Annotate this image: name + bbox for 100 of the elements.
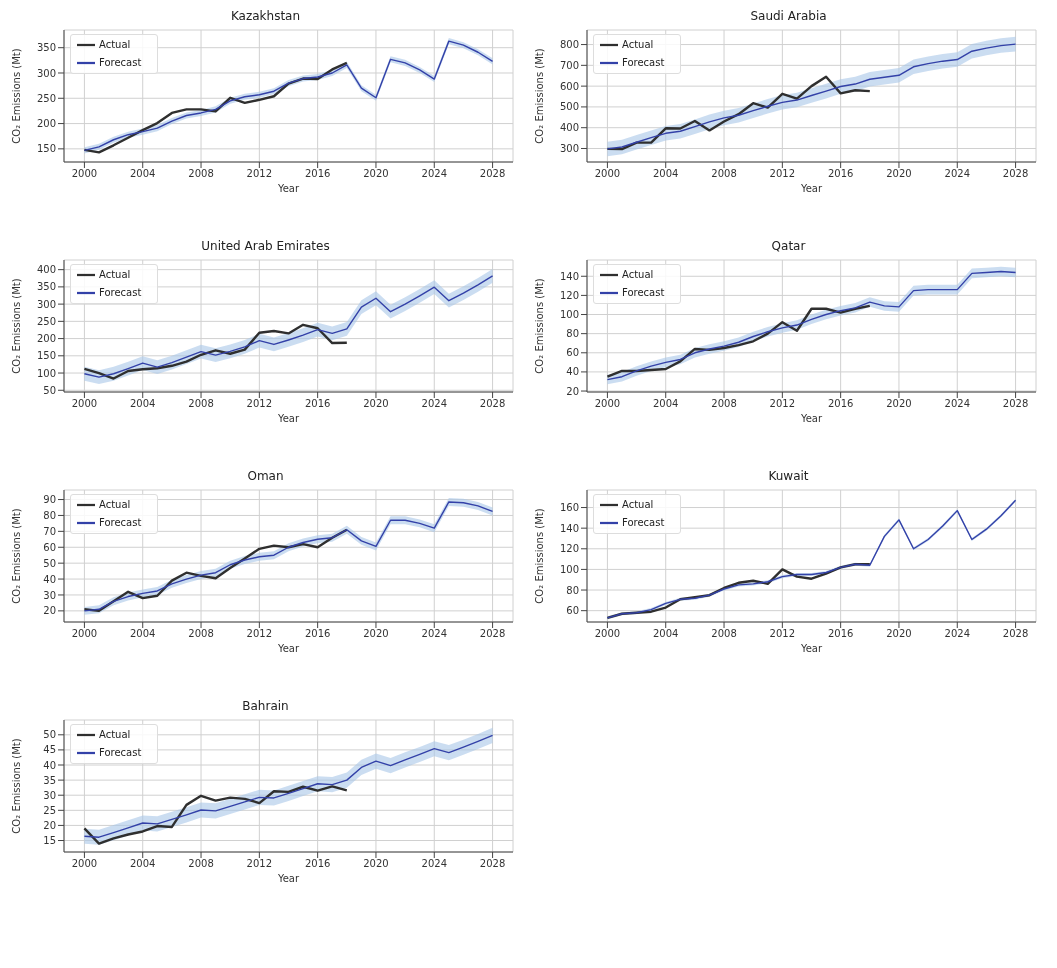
y-tick-label: 30 [43,789,56,801]
x-tick-label: 2016 [304,168,331,180]
legend-label: Forecast [99,287,142,298]
legend-label: Actual [99,269,131,280]
y-tick-label: 20 [43,605,56,617]
y-axis-title: CO₂ Emissions (Mt) [533,508,545,604]
y-axis-title: CO₂ Emissions (Mt) [533,48,545,144]
y-tick-label: 300 [36,298,56,310]
line-series [606,563,872,620]
y-tick-label: 80 [566,584,579,596]
x-tick-label: 2024 [421,398,448,410]
x-tick-label: 2008 [188,858,214,870]
x-axis-title: Year [276,643,300,654]
y-tick-label: 40 [43,759,56,771]
x-tick-label: 2016 [304,628,331,640]
y-tick-label: 300 [36,67,56,79]
x-tick-label: 2028 [479,168,506,180]
x-tick-label: 2024 [421,628,448,640]
y-tick-label: 80 [566,328,579,340]
y-tick-label: 100 [559,563,579,575]
x-tick-label: 2016 [304,398,331,410]
x-tick-label: 2004 [129,858,156,870]
chart-title: Oman [246,468,285,484]
y-tick-label: 30 [43,589,56,601]
y-tick-label: 35 [43,774,56,786]
y-tick-label: 150 [36,143,56,155]
y-tick-label: 120 [559,543,579,555]
x-tick-label: 2000 [71,628,98,640]
x-tick-label: 2016 [827,628,854,640]
legend-label: Forecast [622,517,665,528]
y-tick-label: 60 [43,541,56,553]
x-tick-label: 2012 [769,168,796,180]
x-tick-label: 2012 [246,628,273,640]
x-axis-title: Year [799,413,823,424]
chart-title: Bahrain [241,698,290,714]
x-tick-label: 2000 [71,858,98,870]
x-tick-label: 2008 [711,168,737,180]
x-tick-label: 2020 [363,628,389,640]
y-tick-label: 120 [559,289,579,301]
x-tick-label: 2020 [363,398,389,410]
x-tick-label: 2004 [652,398,679,410]
x-tick-label: 2020 [886,398,912,410]
y-axis-title: CO₂ Emissions (Mt) [10,738,22,834]
x-axis-title: Year [799,183,823,194]
x-tick-label: 2012 [246,398,273,410]
x-tick-label: 2000 [71,168,98,180]
x-tick-label: 2024 [944,628,971,640]
x-tick-label: 2028 [1002,168,1029,180]
y-tick-label: 150 [36,350,56,362]
y-tick-label: 50 [43,384,56,396]
legend-label: Actual [99,39,131,50]
x-tick-label: 2012 [769,628,796,640]
y-tick-label: 160 [559,502,579,514]
y-tick-label: 50 [43,557,56,569]
y-tick-label: 20 [566,385,579,397]
x-tick-label: 2016 [304,858,331,870]
line-series [606,75,872,151]
legend-label: Actual [622,499,654,510]
x-axis-title: Year [276,183,300,194]
line-series [83,528,349,613]
legend-label: Actual [99,499,131,510]
line-series [83,323,349,380]
y-axis-title: CO₂ Emissions (Mt) [10,278,22,374]
y-tick-label: 250 [36,315,56,327]
legend-label: Forecast [99,57,142,68]
legend-label: Forecast [622,57,665,68]
y-tick-label: 200 [36,118,56,130]
x-tick-label: 2028 [479,628,506,640]
legend-label: Actual [99,729,131,740]
x-tick-label: 2004 [652,628,679,640]
x-axis-title: Year [276,413,300,424]
legend-label: Actual [622,269,654,280]
x-tick-label: 2004 [129,168,156,180]
x-axis-title: Year [276,873,300,884]
x-tick-label: 2028 [479,398,506,410]
y-tick-label: 90 [43,494,56,506]
chart-title: Qatar [770,238,807,254]
x-tick-label: 2028 [1002,628,1029,640]
x-tick-label: 2024 [421,168,448,180]
legend-label: Actual [622,39,654,50]
y-tick-label: 140 [559,270,579,282]
x-tick-label: 2008 [188,398,214,410]
x-tick-label: 2024 [421,858,448,870]
chart-title: United Arab Emirates [200,238,331,254]
y-tick-label: 350 [36,281,56,293]
line-series [606,304,872,378]
y-tick-label: 500 [559,101,579,113]
x-tick-label: 2020 [363,858,389,870]
y-tick-label: 800 [559,39,579,51]
x-tick-label: 2000 [594,628,621,640]
y-tick-label: 400 [559,122,579,134]
chart-title: Saudi Arabia [749,8,828,24]
x-tick-label: 2000 [71,398,98,410]
y-tick-label: 200 [36,333,56,345]
x-tick-label: 2004 [129,398,156,410]
y-tick-label: 100 [559,309,579,321]
x-tick-label: 2012 [246,858,273,870]
y-axis-title: CO₂ Emissions (Mt) [533,278,545,374]
x-tick-label: 2000 [594,168,621,180]
y-tick-label: 25 [43,804,56,816]
